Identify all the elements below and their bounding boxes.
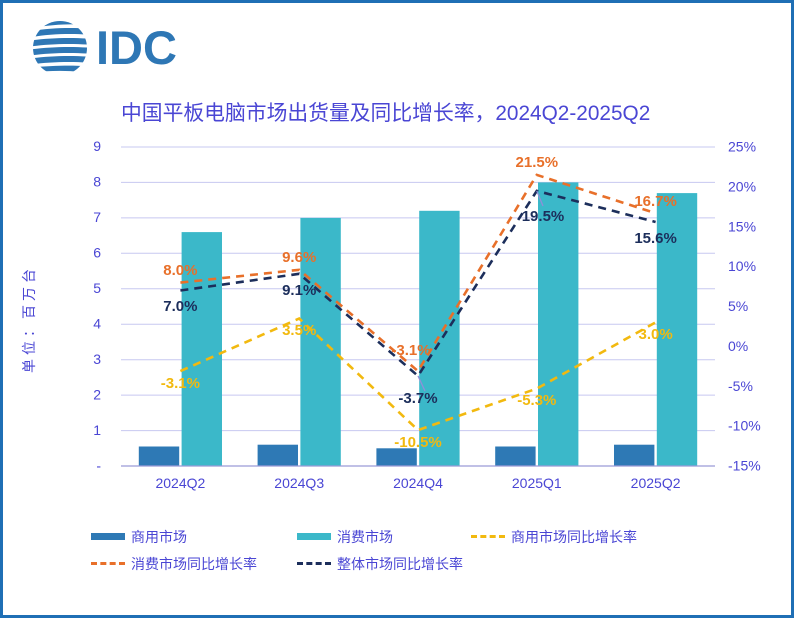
svg-text:-3.1%: -3.1% (161, 375, 200, 392)
svg-text:9.6%: 9.6% (282, 249, 316, 266)
svg-text:-3.1%: -3.1% (391, 342, 430, 359)
svg-text:10%: 10% (728, 258, 756, 274)
svg-text:0%: 0% (728, 338, 748, 354)
svg-text:2024Q2: 2024Q2 (155, 475, 205, 491)
svg-text:2025Q2: 2025Q2 (631, 475, 681, 491)
svg-text:-15%: -15% (728, 458, 761, 474)
svg-text:2025Q1: 2025Q1 (512, 475, 562, 491)
svg-text:5: 5 (93, 280, 101, 296)
svg-text:25%: 25% (728, 139, 756, 155)
svg-text:3.5%: 3.5% (282, 322, 316, 339)
svg-text:15.6%: 15.6% (634, 230, 677, 247)
svg-text:6: 6 (93, 245, 101, 261)
svg-text:19.5%: 19.5% (522, 208, 565, 225)
svg-text:8: 8 (93, 174, 101, 190)
svg-text:15%: 15% (728, 218, 756, 234)
svg-text:1: 1 (93, 422, 101, 438)
svg-text:20%: 20% (728, 178, 756, 194)
svg-text:9: 9 (93, 138, 101, 154)
svg-text:-: - (96, 458, 101, 474)
svg-text:8.0%: 8.0% (163, 262, 197, 279)
svg-text:7: 7 (93, 209, 101, 225)
svg-text:-10%: -10% (728, 418, 761, 434)
svg-text:3: 3 (93, 351, 101, 367)
svg-text:16.7%: 16.7% (634, 193, 677, 210)
svg-text:2: 2 (93, 387, 101, 403)
svg-text:4: 4 (93, 316, 101, 332)
svg-text:IDC: IDC (96, 21, 177, 74)
svg-text:单位：百万台: 单位：百万台 (21, 265, 37, 373)
svg-text:7.0%: 7.0% (163, 298, 197, 315)
svg-text:-3.7%: -3.7% (398, 390, 437, 407)
svg-text:2024Q4: 2024Q4 (393, 475, 443, 491)
svg-text:2024Q3: 2024Q3 (274, 475, 324, 491)
svg-text:-10.5%: -10.5% (394, 434, 442, 451)
svg-text:3.0%: 3.0% (638, 326, 672, 343)
svg-text:-5.3%: -5.3% (517, 392, 556, 409)
svg-text:21.5%: 21.5% (516, 154, 559, 171)
svg-text:5%: 5% (728, 298, 748, 314)
svg-text:-5%: -5% (728, 378, 753, 394)
svg-text:9.1%: 9.1% (282, 282, 316, 299)
